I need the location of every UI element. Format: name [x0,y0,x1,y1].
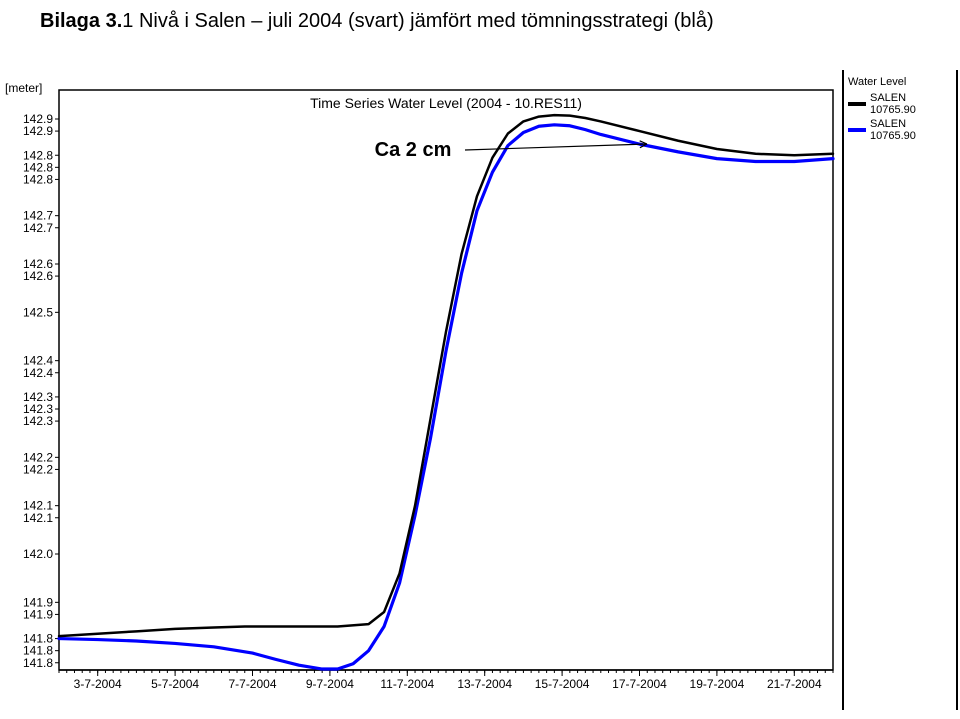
svg-text:11-7-2004: 11-7-2004 [380,677,434,691]
svg-text:Ca 2 cm: Ca 2 cm [375,139,452,161]
svg-text:7-7-2004: 7-7-2004 [228,677,276,691]
svg-text:142.0: 142.0 [23,547,53,561]
svg-text:141.9: 141.9 [23,607,53,621]
svg-text:142.6: 142.6 [23,269,53,283]
legend-label-1: SALEN 10765.90 [870,118,952,142]
svg-text:141.8: 141.8 [23,656,53,670]
title-prefix: Bilaga 3. [40,10,122,32]
svg-text:141.9: 141.9 [23,595,53,609]
svg-text:142.1: 142.1 [23,499,53,513]
chart-svg: [meter] Time Series Water Level (2004 - 1… [5,70,835,710]
svg-text:142.8: 142.8 [23,160,53,174]
svg-text:[meter]: [meter] [5,81,42,95]
svg-text:142.4: 142.4 [23,366,53,380]
svg-text:142.5: 142.5 [23,305,53,319]
svg-text:5-7-2004: 5-7-2004 [151,677,199,691]
page: Bilaga 3.1 Nivå i Salen – juli 2004 (sva… [0,0,960,719]
legend-item-0: SALEN 10765.90 [848,92,952,116]
svg-text:142.3: 142.3 [23,390,53,404]
svg-text:142.8: 142.8 [23,172,53,186]
legend-swatch-0 [848,102,866,106]
legend-swatch-1 [848,128,866,132]
svg-text:9-7-2004: 9-7-2004 [306,677,354,691]
chart: [meter] Time Series Water Level (2004 - 1… [5,70,835,710]
svg-text:142.2: 142.2 [23,462,53,476]
title-rest: 1 Nivå i Salen – juli 2004 (svart) jämfö… [122,10,713,32]
svg-text:21-7-2004: 21-7-2004 [767,677,822,691]
svg-text:19-7-2004: 19-7-2004 [690,677,745,691]
svg-text:Time Series Water Level (2004: Time Series Water Level (2004 - 10.RES11… [310,95,582,111]
svg-text:142.6: 142.6 [23,257,53,271]
svg-text:13-7-2004: 13-7-2004 [457,677,512,691]
svg-text:17-7-2004: 17-7-2004 [612,677,667,691]
page-title: Bilaga 3.1 Nivå i Salen – juli 2004 (sva… [40,10,714,33]
svg-text:142.9: 142.9 [23,124,53,138]
legend-title: Water Level [848,76,952,88]
legend-item-1: SALEN 10765.90 [848,118,952,142]
legend-label-0: SALEN 10765.90 [870,92,952,116]
svg-text:141.8: 141.8 [23,632,53,646]
svg-text:142.7: 142.7 [23,209,53,223]
svg-text:15-7-2004: 15-7-2004 [535,677,590,691]
svg-text:142.3: 142.3 [23,414,53,428]
svg-text:3-7-2004: 3-7-2004 [74,677,122,691]
svg-text:142.2: 142.2 [23,450,53,464]
svg-text:142.8: 142.8 [23,148,53,162]
svg-text:142.3: 142.3 [23,402,53,416]
svg-text:142.7: 142.7 [23,221,53,235]
svg-text:142.4: 142.4 [23,354,53,368]
svg-text:142.9: 142.9 [23,112,53,126]
svg-text:142.1: 142.1 [23,511,53,525]
legend: Water Level SALEN 10765.90 SALEN 10765.9… [842,70,958,710]
svg-text:141.8: 141.8 [23,644,53,658]
